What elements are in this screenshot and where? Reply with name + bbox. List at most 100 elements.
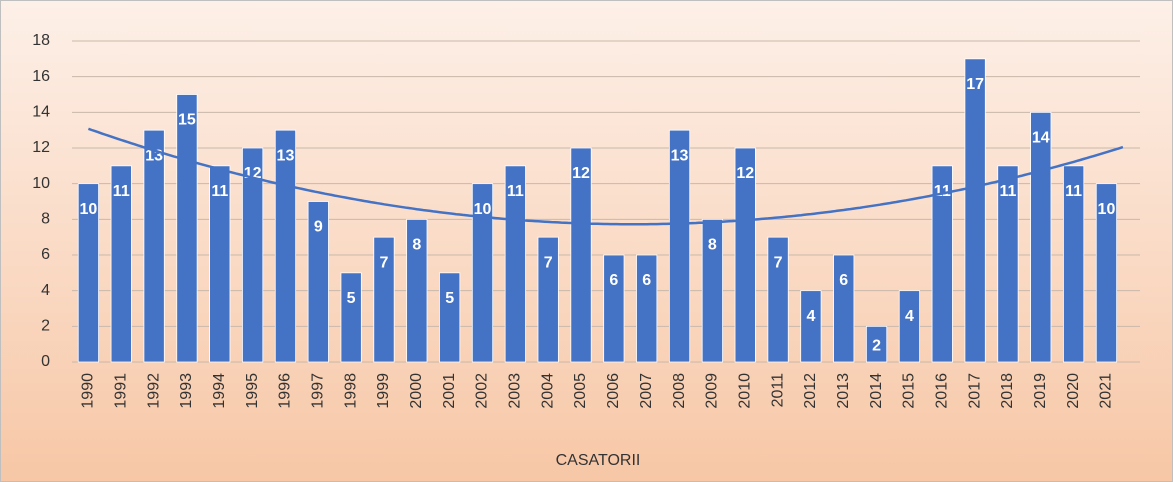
bar — [997, 165, 1019, 363]
y-tick-label: 14 — [32, 104, 50, 121]
bar — [307, 201, 329, 363]
x-tick-label: 2019 — [1032, 373, 1049, 409]
value-label: 11 — [507, 183, 524, 200]
bar — [1030, 111, 1052, 363]
bar — [406, 218, 428, 363]
value-label: 11 — [934, 183, 951, 200]
bar — [143, 129, 165, 363]
value-label: 11 — [211, 183, 228, 200]
value-label: 4 — [905, 308, 914, 325]
value-label: 15 — [178, 112, 196, 129]
bar — [176, 94, 198, 363]
x-tick-label: 2017 — [966, 373, 983, 409]
bar — [1063, 165, 1085, 363]
value-label: 10 — [474, 201, 492, 218]
value-label: 14 — [1032, 130, 1050, 147]
y-tick-label: 12 — [32, 139, 50, 156]
x-tick-label: 2018 — [999, 373, 1016, 409]
x-tick-label: 1993 — [178, 373, 195, 409]
x-tick-label: 2013 — [835, 373, 852, 409]
bar — [865, 325, 888, 363]
x-tick-label: 2004 — [539, 373, 556, 409]
bar — [668, 129, 691, 363]
bar — [964, 58, 986, 363]
bar — [537, 236, 559, 363]
y-tick-label: 8 — [41, 211, 50, 228]
x-tick-label: 2012 — [802, 373, 819, 409]
x-tick-label: 1994 — [211, 373, 228, 409]
value-label: 17 — [966, 76, 984, 93]
x-tick-label: 2015 — [901, 373, 918, 409]
x-tick-label: 1992 — [145, 373, 162, 409]
value-label: 8 — [412, 237, 421, 254]
y-tick-label: 0 — [41, 353, 50, 370]
x-tick-label: 2005 — [572, 373, 589, 409]
bar — [209, 165, 231, 363]
bar — [800, 290, 822, 363]
x-axis-title: CASATORII — [556, 452, 641, 469]
x-tick-label: 1998 — [342, 373, 359, 409]
x-tick-label: 2010 — [736, 373, 753, 409]
value-label: 6 — [642, 272, 651, 289]
x-tick-label: 1995 — [244, 373, 261, 409]
x-tick-label: 2007 — [638, 373, 655, 409]
x-tick-label: 2011 — [769, 373, 786, 408]
bar — [833, 254, 855, 363]
bar — [373, 236, 395, 363]
value-label: 10 — [80, 201, 98, 218]
bar — [274, 129, 297, 363]
bar — [1095, 183, 1118, 363]
x-tick-label: 2021 — [1098, 373, 1115, 409]
value-label: 5 — [445, 290, 454, 307]
value-label: 13 — [277, 147, 295, 164]
value-label: 13 — [671, 147, 689, 164]
value-label: 10 — [1098, 201, 1116, 218]
x-tick-label: 2000 — [408, 373, 425, 409]
trendline — [87, 127, 1124, 226]
y-tick-label: 18 — [32, 32, 50, 49]
value-label: 6 — [839, 272, 848, 289]
x-tick-label: 2001 — [441, 373, 458, 409]
value-label: 11 — [1065, 183, 1082, 200]
value-label: 2 — [872, 337, 881, 354]
x-tick-label: 2009 — [704, 373, 721, 409]
value-label: 11 — [113, 183, 130, 200]
x-tick-label: 1990 — [80, 373, 97, 409]
x-tick-label: 2020 — [1065, 373, 1082, 409]
value-label: 5 — [347, 290, 356, 307]
bar — [570, 147, 592, 363]
x-tick-label: 2003 — [507, 373, 524, 409]
bar — [340, 272, 362, 363]
bar — [734, 147, 756, 363]
y-tick-label: 2 — [41, 318, 50, 335]
value-label: 12 — [572, 165, 590, 182]
bar — [77, 183, 100, 363]
y-tick-label: 16 — [32, 68, 50, 85]
x-tick-label: 2014 — [868, 373, 885, 409]
bar — [767, 236, 789, 363]
value-label: 6 — [609, 272, 618, 289]
bar — [504, 165, 526, 363]
value-label: 11 — [999, 183, 1016, 200]
bar — [931, 165, 953, 363]
bar — [701, 218, 723, 363]
y-tick-label: 6 — [41, 246, 50, 263]
value-label: 7 — [544, 254, 553, 271]
bar — [242, 147, 264, 363]
bar — [471, 183, 494, 363]
bar — [636, 254, 658, 363]
bar — [898, 290, 921, 363]
value-label: 9 — [314, 219, 323, 236]
y-tick-label: 10 — [32, 175, 50, 192]
bar — [110, 165, 132, 363]
x-tick-label: 2002 — [474, 373, 491, 409]
value-label: 12 — [736, 165, 754, 182]
x-tick-label: 1996 — [277, 373, 294, 409]
value-label: 7 — [774, 254, 783, 271]
x-tick-label: 1999 — [375, 373, 392, 409]
bar — [439, 272, 461, 363]
x-tick-label: 1997 — [310, 373, 327, 409]
value-label: 7 — [380, 254, 389, 271]
x-tick-label: 1991 — [112, 373, 129, 409]
